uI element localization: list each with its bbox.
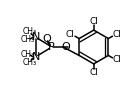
Text: O: O: [61, 42, 70, 52]
Text: CH₃: CH₃: [20, 35, 35, 44]
Text: O: O: [43, 34, 52, 44]
Text: Cl: Cl: [90, 68, 98, 77]
Text: N: N: [32, 32, 40, 42]
Text: CH₃: CH₃: [20, 50, 35, 59]
Text: CH₃: CH₃: [22, 27, 37, 36]
Text: N: N: [32, 52, 40, 62]
Text: Cl: Cl: [113, 55, 122, 64]
Text: Cl: Cl: [113, 30, 122, 39]
Text: CH₃: CH₃: [22, 58, 37, 67]
Text: Cl: Cl: [66, 30, 75, 39]
Text: P: P: [48, 42, 55, 52]
Text: Cl: Cl: [90, 17, 98, 26]
